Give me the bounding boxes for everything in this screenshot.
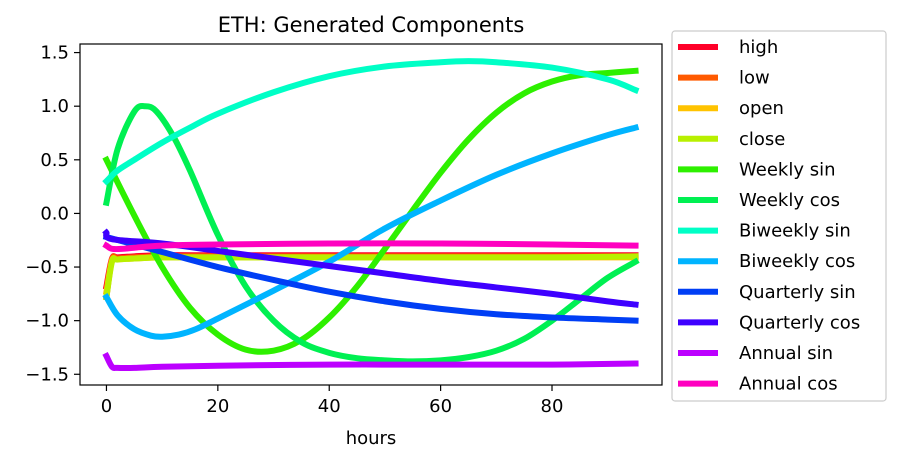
plot-frame [79,43,663,386]
legend-item-weekly-cos: Weekly cos [678,190,840,211]
series-line-annual-sin [102,352,639,371]
x-axis-label: hours [346,428,397,449]
y-tick-label: −1.5 [25,364,69,385]
x-tick-label: 20 [206,396,229,417]
y-tick-label: −1.0 [25,311,69,332]
y-tick-label: −0.5 [25,257,69,278]
y-tick-label: 0.5 [40,150,69,171]
series-line-biweekly-sin [102,58,640,186]
legend-label: Weekly sin [739,159,835,180]
legend-label: close [739,129,785,150]
legend: high low open close Weekly sin Weekly cos Biwe… [671,30,887,402]
legend-item-high: high [678,37,778,58]
series-line-annual-cos [102,240,639,253]
legend-item-open: open [678,98,784,119]
x-tick-label: 60 [429,396,452,417]
series-line-weekly-sin [102,67,639,355]
legend-item-annual-sin: Annual sin [678,343,833,364]
series-line-low [103,253,639,301]
legend-item-biweekly-sin: Biweekly sin [678,221,851,242]
legend-item-biweekly-cos: Biweekly cos [678,251,855,272]
legend-item-quarterly-cos: Quarterly cos [678,312,860,333]
series-line-weekly-cos [102,103,640,365]
x-tick-label: 80 [541,396,564,417]
legend-item-close: close [678,129,785,150]
y-tick-label: 0.0 [40,203,69,224]
series-line-quarterly-sin [102,233,639,324]
legend-label: open [739,98,784,119]
y-tick-label: 1.0 [40,96,69,117]
x-axis: 0 20 40 60 80 [101,385,564,417]
chart-title: ETH: Generated Components [218,13,525,37]
y-tick-label: 1.5 [40,43,69,64]
series-layer [102,58,640,371]
series-line-biweekly-cos [102,123,640,340]
legend-label: high [739,37,778,58]
legend-label: Quarterly cos [739,312,860,333]
legend-label: Biweekly cos [739,251,855,272]
y-axis: −1.5 −1.0 −0.5 0.0 0.5 1.0 1.5 [25,43,80,385]
legend-item-low: low [678,68,770,89]
legend-item-quarterly-sin: Quarterly sin [678,282,856,303]
legend-label: Quarterly sin [739,282,856,303]
series-line-close [103,253,639,301]
legend-frame [671,30,887,402]
legend-label: Biweekly sin [739,221,851,242]
legend-label: Weekly cos [739,190,840,211]
x-tick-label: 0 [101,396,112,417]
x-tick-label: 40 [318,396,341,417]
legend-item-annual-cos: Annual cos [678,374,838,395]
legend-label: Annual cos [739,374,838,395]
legend-label: Annual sin [739,343,833,364]
legend-label: low [739,68,770,89]
legend-item-weekly-sin: Weekly sin [678,159,835,180]
